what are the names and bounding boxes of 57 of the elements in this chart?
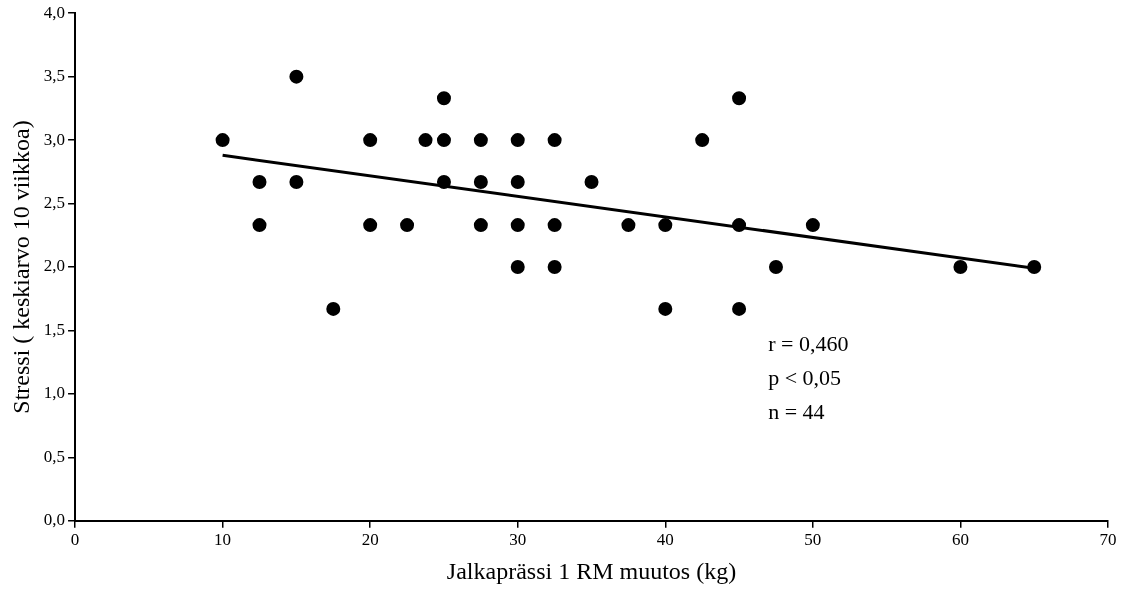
y-tick-label: 1,5 [43, 319, 66, 339]
point [215, 133, 230, 148]
point [436, 91, 451, 106]
point [768, 260, 783, 274]
point [805, 218, 820, 233]
point [326, 301, 341, 316]
x-tick-label: 10 [214, 530, 232, 550]
point [363, 218, 378, 233]
point [289, 69, 304, 84]
point [400, 218, 415, 233]
point [510, 174, 525, 189]
point [473, 133, 488, 148]
point [732, 301, 747, 316]
point [732, 218, 747, 233]
x-axis-title: Jalkaprässi 1 RM muutos (kg) [446, 557, 737, 584]
y-tick-label: 2,0 [43, 256, 66, 276]
point [621, 218, 636, 233]
point [363, 133, 378, 148]
point [473, 174, 488, 189]
annotation: p < 0,05 [768, 365, 842, 391]
point [510, 218, 525, 233]
y-tick-label: 4,0 [43, 2, 66, 22]
y-tick-label: 1,0 [43, 383, 66, 403]
point [658, 218, 673, 233]
point [953, 260, 968, 274]
y-tick-label: 3,0 [43, 129, 66, 149]
point [547, 260, 562, 274]
y-tick-label: 3,5 [43, 66, 66, 86]
x-tick-label: 30 [509, 530, 527, 550]
point [510, 260, 525, 274]
point [547, 218, 562, 233]
point [418, 133, 433, 148]
point [1027, 260, 1042, 274]
x-tick-label: 60 [951, 530, 969, 550]
point [584, 174, 599, 189]
point [473, 218, 488, 233]
point [252, 218, 267, 233]
y-tick-label: 2,5 [43, 193, 66, 213]
point [547, 133, 562, 148]
annotation: r = 0,460 [768, 331, 849, 357]
x-tick-label: 50 [804, 530, 822, 550]
point [658, 301, 673, 316]
x-tick-label: 70 [1099, 530, 1117, 550]
point [695, 133, 710, 148]
x-tick-label: 40 [656, 530, 674, 550]
point [732, 91, 747, 106]
point [436, 133, 451, 148]
x-tick-label: 0 [70, 530, 80, 550]
y-tick-label: 0,5 [43, 446, 66, 466]
point [436, 174, 451, 189]
point [510, 133, 525, 148]
x-tick-label: 20 [361, 530, 379, 550]
annotation: n = 44 [768, 399, 825, 425]
y-tick-label: 0,0 [43, 510, 66, 530]
point [289, 174, 304, 189]
y-axis-title: Stressi ( keskiarvo 10 viikkoa) [7, 120, 34, 414]
point [252, 174, 267, 189]
